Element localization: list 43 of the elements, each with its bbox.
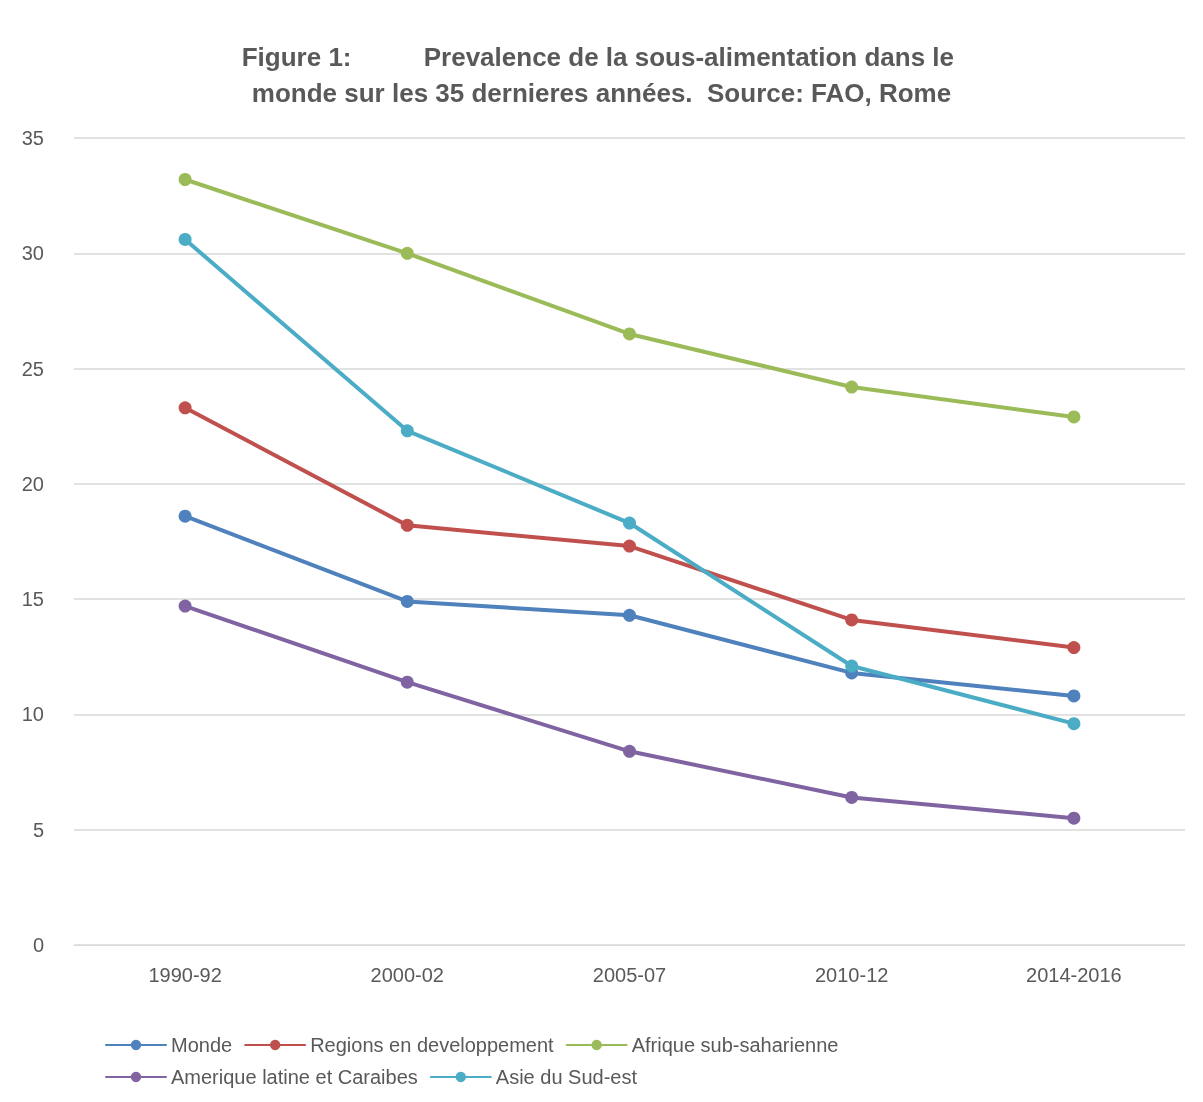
legend-label: Afrique sub-saharienne	[631, 1034, 839, 1056]
x-tick-label: 1990-92	[148, 964, 222, 986]
point	[1067, 689, 1081, 703]
x-tick-label: 2000-02	[370, 964, 444, 986]
legend-label: Asie du Sud-est	[495, 1066, 638, 1088]
point	[623, 744, 636, 758]
legend-label: Amerique latine et Caraibes	[171, 1066, 418, 1088]
point	[1067, 717, 1081, 731]
point	[623, 608, 636, 622]
x-tick-label: 2010-12	[815, 964, 889, 986]
y-tick-label: 35	[21, 127, 44, 149]
point	[400, 518, 414, 532]
x-tick-label: 2014-2016	[1026, 964, 1122, 986]
y-tick-label: 0	[32, 934, 44, 956]
x-tick-label: 2005-07	[592, 964, 667, 986]
point	[845, 659, 859, 673]
point	[400, 246, 414, 260]
point	[623, 539, 636, 553]
point	[1067, 410, 1081, 424]
legend-label: Monde	[171, 1034, 233, 1056]
point	[623, 327, 636, 341]
y-tick-label: 10	[21, 703, 44, 726]
point	[845, 790, 859, 804]
point	[178, 599, 192, 613]
y-tick-label: 30	[21, 242, 44, 265]
point	[400, 675, 414, 689]
y-tick-label: 25	[21, 357, 44, 380]
point	[178, 173, 192, 186]
point	[178, 401, 192, 415]
point	[623, 516, 636, 530]
point	[178, 509, 192, 523]
point	[400, 424, 414, 438]
point	[1067, 641, 1081, 655]
chart-title: Figure 1: Prevalence de la sous-alimentation dans le monde sur les 35 dernieres années. Source: FAO, Rome	[241, 42, 962, 108]
legend-label: Regions en developpement	[310, 1034, 555, 1056]
point	[400, 594, 414, 608]
point	[845, 613, 859, 627]
y-tick-label: 20	[21, 472, 44, 495]
point	[845, 380, 859, 394]
y-tick-label: 5	[32, 818, 44, 841]
point	[1067, 811, 1081, 825]
point	[178, 232, 192, 246]
y-tick-label: 15	[21, 588, 44, 611]
